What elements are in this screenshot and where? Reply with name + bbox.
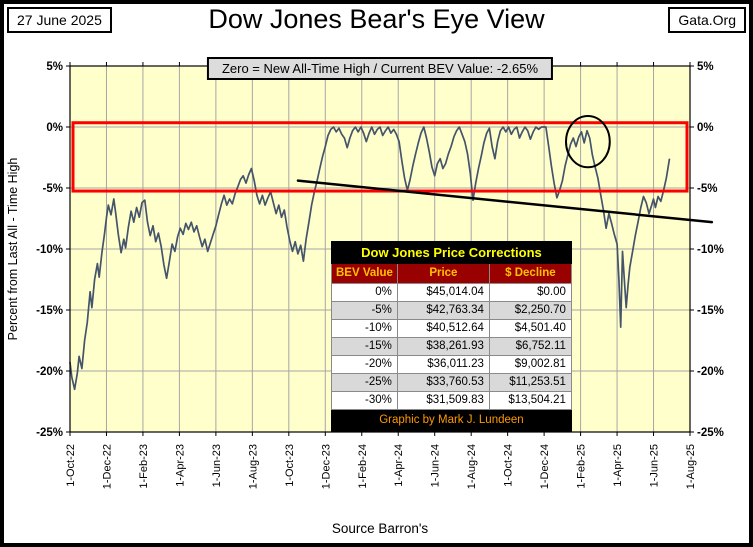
bev-value-cell: 0% (331, 283, 398, 302)
y-tick-label-left: 0% (46, 122, 63, 134)
x-tick-label: 1-Apr-25 (612, 444, 624, 487)
y-tick-label-left: -5% (43, 183, 63, 195)
price-cell: $33,760.53 (396, 373, 490, 392)
highlight-ellipse (565, 115, 611, 169)
bev-series-line (69, 126, 671, 391)
y-tick-label-left: -20% (36, 366, 63, 378)
x-tick-label: 1-Oct-24 (503, 444, 515, 487)
bev-value-cell: -20% (331, 355, 398, 374)
trend-line (296, 179, 714, 224)
x-tick-label: 1-Jun-23 (211, 444, 223, 487)
bev-value-cell: -30% (331, 391, 398, 410)
source-label: Source Barron's (331, 521, 429, 536)
x-tick-label: 1-Jun-24 (430, 444, 442, 487)
price-cell: $40,512.64 (396, 319, 490, 338)
decline-cell: $13,504.21 (488, 391, 572, 410)
table-credit: Graphic by Mark J. Lundeen (331, 409, 572, 432)
y-tick-label-left: -25% (36, 427, 63, 439)
y-axis-title: Percent from Last All - Time High (6, 158, 20, 341)
x-tick-label: 1-Oct-22 (65, 444, 77, 487)
x-tick-label: 1-Feb-24 (357, 444, 369, 489)
table-row: -20% $36,011.23 $9,002.81 (331, 355, 572, 374)
decline-cell: $0.00 (488, 283, 572, 302)
decline-cell: $4,501.40 (488, 319, 572, 338)
y-tick-label-left: -15% (36, 305, 63, 317)
table-row: 0% $45,014.04 $0.00 (331, 283, 572, 302)
decline-cell: $9,002.81 (488, 355, 572, 374)
y-tick-label-right: -10% (697, 244, 724, 256)
date-box: 27 June 2025 (7, 7, 112, 33)
y-tick-label-right: -25% (697, 427, 724, 439)
x-tick-label: 1-Apr-24 (393, 444, 405, 487)
table-col-header: Price (396, 263, 490, 284)
table-row: -10% $40,512.64 $4,501.40 (331, 319, 572, 338)
x-tick-label: 1-Dec-24 (539, 444, 551, 489)
y-tick-label-right: -20% (697, 366, 724, 378)
y-tick-label-left: -10% (36, 244, 63, 256)
corrections-table: Dow Jones Price Corrections BEV Value Pric… (331, 241, 572, 432)
price-cell: $31,509.83 (396, 391, 490, 410)
table-col-header: BEV Value (331, 263, 398, 284)
x-tick-label: 1-Apr-23 (174, 444, 186, 487)
x-tick-label: 1-Aug-24 (466, 444, 478, 489)
x-tick-label: 1-Feb-25 (576, 444, 588, 489)
page-title: Dow Jones Bear's Eye View (208, 4, 545, 34)
table-row: -25% $33,760.53 $11,253.51 (331, 373, 572, 392)
price-cell: $45,014.04 (396, 283, 490, 302)
table-row: -15% $38,261.93 $6,752.11 (331, 337, 572, 356)
y-tick-label-right: -5% (697, 183, 717, 195)
bev-status-banner: Zero = New All-Time High / Current BEV V… (206, 57, 554, 80)
decline-cell: $11,253.51 (488, 373, 572, 392)
price-cell: $38,261.93 (396, 337, 490, 356)
x-tick-label: 1-Aug-25 (685, 444, 697, 489)
table-row: -30% $31,509.83 $13,504.21 (331, 391, 572, 410)
y-tick-label-left: 5% (46, 61, 63, 73)
x-tick-label: 1-Oct-23 (284, 444, 296, 487)
price-cell: $36,011.23 (396, 355, 490, 374)
bev-value-cell: -5% (331, 301, 398, 320)
table-row: -5% $42,763.34 $2,250.70 (331, 301, 572, 320)
table-title: Dow Jones Price Corrections (331, 241, 572, 264)
x-tick-label: 1-Jun-25 (649, 444, 661, 487)
decline-cell: $2,250.70 (488, 301, 572, 320)
x-tick-label: 1-Dec-23 (320, 444, 332, 489)
y-tick-label-right: 0% (697, 122, 714, 134)
x-tick-label: 1-Aug-23 (247, 444, 259, 489)
x-tick-label: 1-Dec-22 (101, 444, 113, 489)
x-tick-label: 1-Feb-23 (138, 444, 150, 489)
bev-value-cell: -10% (331, 319, 398, 338)
y-tick-label-right: 5% (697, 61, 714, 73)
y-tick-label-right: -15% (697, 305, 724, 317)
price-cell: $42,763.34 (396, 301, 490, 320)
bev-value-cell: -25% (331, 373, 398, 392)
bev-value-cell: -15% (331, 337, 398, 356)
decline-cell: $6,752.11 (488, 337, 572, 356)
table-col-header: $ Decline (488, 263, 572, 284)
red-band (71, 121, 689, 193)
site-label: Gata.Org (668, 7, 746, 33)
